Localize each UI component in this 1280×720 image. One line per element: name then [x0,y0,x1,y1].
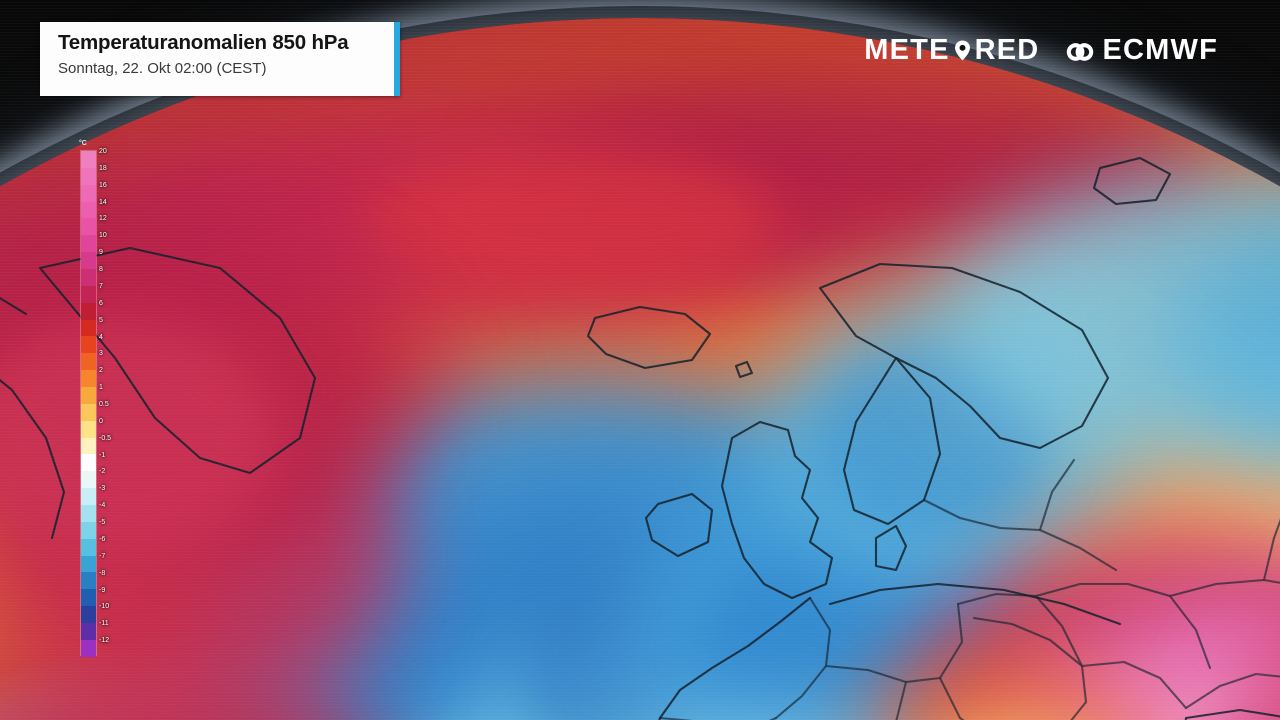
legend-tick: 6 [99,299,103,307]
legend-unit-label: °C [79,140,87,147]
ecmwf-logo[interactable]: ECMWF [1065,36,1218,65]
legend-swatch [81,269,96,286]
legend-tick: 1 [99,384,103,392]
legend-color-bar [80,150,97,657]
legend-tick: -0.5 [99,434,112,442]
legend-swatch [81,505,96,522]
legend-swatch [81,252,96,270]
legend-swatch [81,336,96,354]
legend-tick: 18 [99,164,107,172]
map-timestamp: Sonntag, 22. Okt 02:00 (CEST) [58,60,267,77]
globe-surface [0,18,1280,720]
legend-tick: 2 [99,367,103,375]
legend-swatch [81,538,96,556]
legend-tick: 3 [99,350,103,358]
ecmwf-text: ECMWF [1102,34,1218,66]
legend-swatch [81,151,96,168]
legend-swatch [81,353,96,371]
legend-swatch [81,403,96,421]
legend-tick-labels: 20 18 16 14 12 10 9 8 7 6 5 4 3 2 1 0.5 0 -0.5 -1 -2 -3 -4 -5 -… [99,146,123,658]
legend-tick: -7 [99,552,106,560]
legend-tick: 5 [99,316,103,324]
legend-swatch [81,184,96,202]
legend-swatch [81,218,96,236]
color-legend[interactable]: °C 20 18 16 14 12 10 9 8 7 6 5 4 3 2 1 0.5 0 -0.5 -1 -2 -3 -4… [76,140,122,657]
legend-tick: -4 [99,502,106,510]
legend-tick: -10 [99,603,110,611]
legend-swatch [81,285,96,303]
legend-swatch [81,319,96,337]
legend-swatch [81,521,96,539]
legend-swatch [81,555,96,573]
legend-swatch [81,572,96,590]
legend-swatch [81,420,96,438]
legend-tick: -2 [99,468,106,476]
meteored-text-before: METE [864,34,950,66]
legend-swatch [81,471,96,489]
legend-swatch [81,606,96,624]
legend-swatch [81,454,96,472]
legend-swatch [81,235,96,253]
legend-tick: -1 [99,451,106,459]
globe-map[interactable] [0,18,1280,720]
legend-tick: 8 [99,266,103,274]
legend-swatch [81,201,96,219]
legend-swatch [81,370,96,388]
location-pin-icon [951,39,974,62]
legend-tick: -8 [99,569,106,577]
legend-tick: -9 [99,586,106,594]
legend-swatch [81,387,96,404]
map-title-card: Temperaturanomalien 850 hPa Sonntag, 22.… [40,22,400,96]
legend-tick: -11 [99,620,109,628]
legend-tick: 0 [99,417,103,425]
legend-tick: -6 [99,535,106,543]
legend-swatch [81,437,96,455]
coastline-overlay [0,156,1280,720]
ecmwf-logo-icon [1065,40,1095,62]
legend-tick: 14 [99,198,107,206]
legend-tick: 0.5 [99,401,109,408]
legend-tick: 16 [99,181,107,189]
legend-swatch [81,302,96,320]
legend-tick: 12 [99,215,107,223]
meteored-text-after: RED [974,34,1040,66]
map-title: Temperaturanomalien 850 hPa [58,31,349,54]
legend-swatch [81,589,96,607]
legend-tick: 9 [99,249,103,257]
legend-tick: 4 [99,333,103,341]
legend-swatch [81,488,96,506]
legend-swatch [81,167,96,185]
legend-tick: 10 [99,232,107,240]
legend-tick: 20 [99,148,107,155]
brand-row: METE RED ECMWF [864,36,1218,65]
legend-tick: 7 [99,282,103,290]
legend-swatch [81,623,96,640]
legend-tick: -3 [99,485,106,493]
legend-tick: -5 [99,519,106,527]
legend-tick: -12 [99,637,110,645]
meteored-logo[interactable]: METE RED [864,36,1039,65]
legend-swatch [81,639,96,657]
